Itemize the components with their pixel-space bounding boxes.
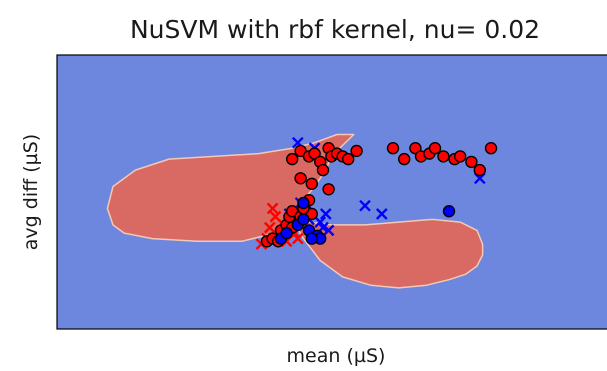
blue-x-point: [322, 224, 335, 237]
red-circle-point: [465, 155, 478, 169]
decision-region-right-lobe: [291, 218, 484, 289]
data-points: [255, 136, 498, 250]
chart-title: NuSVM with rbf kernel, nu= 0.02: [130, 15, 540, 44]
red-circle-point: [386, 141, 400, 155]
red-circle-point: [316, 163, 330, 177]
red-circle-point: [286, 204, 299, 218]
red-circle-point: [294, 144, 307, 158]
x-axis-label: mean (µS): [287, 345, 386, 367]
red-circle-point: [454, 150, 467, 163]
red-circle-point: [286, 152, 299, 166]
red-x-point: [263, 221, 276, 234]
blue-x-point: [359, 199, 371, 212]
plot-area: [56, 54, 607, 330]
blue-circle-point: [297, 196, 310, 210]
red-circle-point: [342, 152, 355, 166]
y-axis-label: avg diff (µS): [20, 134, 42, 250]
red-circle-point: [398, 152, 411, 166]
red-x-point: [291, 232, 304, 245]
blue-circle-point: [305, 232, 318, 245]
blue-circle-point: [442, 204, 456, 218]
red-circle-point: [322, 183, 335, 196]
blue-x-point: [319, 208, 332, 220]
blue-circle-point: [297, 213, 310, 226]
red-circle-point: [437, 150, 450, 163]
red-circle-point: [428, 141, 442, 155]
red-x-point: [266, 202, 279, 215]
red-circle-point: [305, 207, 318, 221]
red-circle-point: [308, 147, 321, 160]
red-x-point: [269, 210, 282, 223]
blue-circle-point: [280, 226, 293, 240]
red-circle-point: [350, 144, 363, 158]
red-circle-point: [305, 177, 318, 191]
blue-x-point: [375, 208, 388, 220]
red-circle-point: [484, 141, 498, 155]
red-circle-point: [473, 163, 486, 177]
red-circle-point: [294, 172, 307, 185]
